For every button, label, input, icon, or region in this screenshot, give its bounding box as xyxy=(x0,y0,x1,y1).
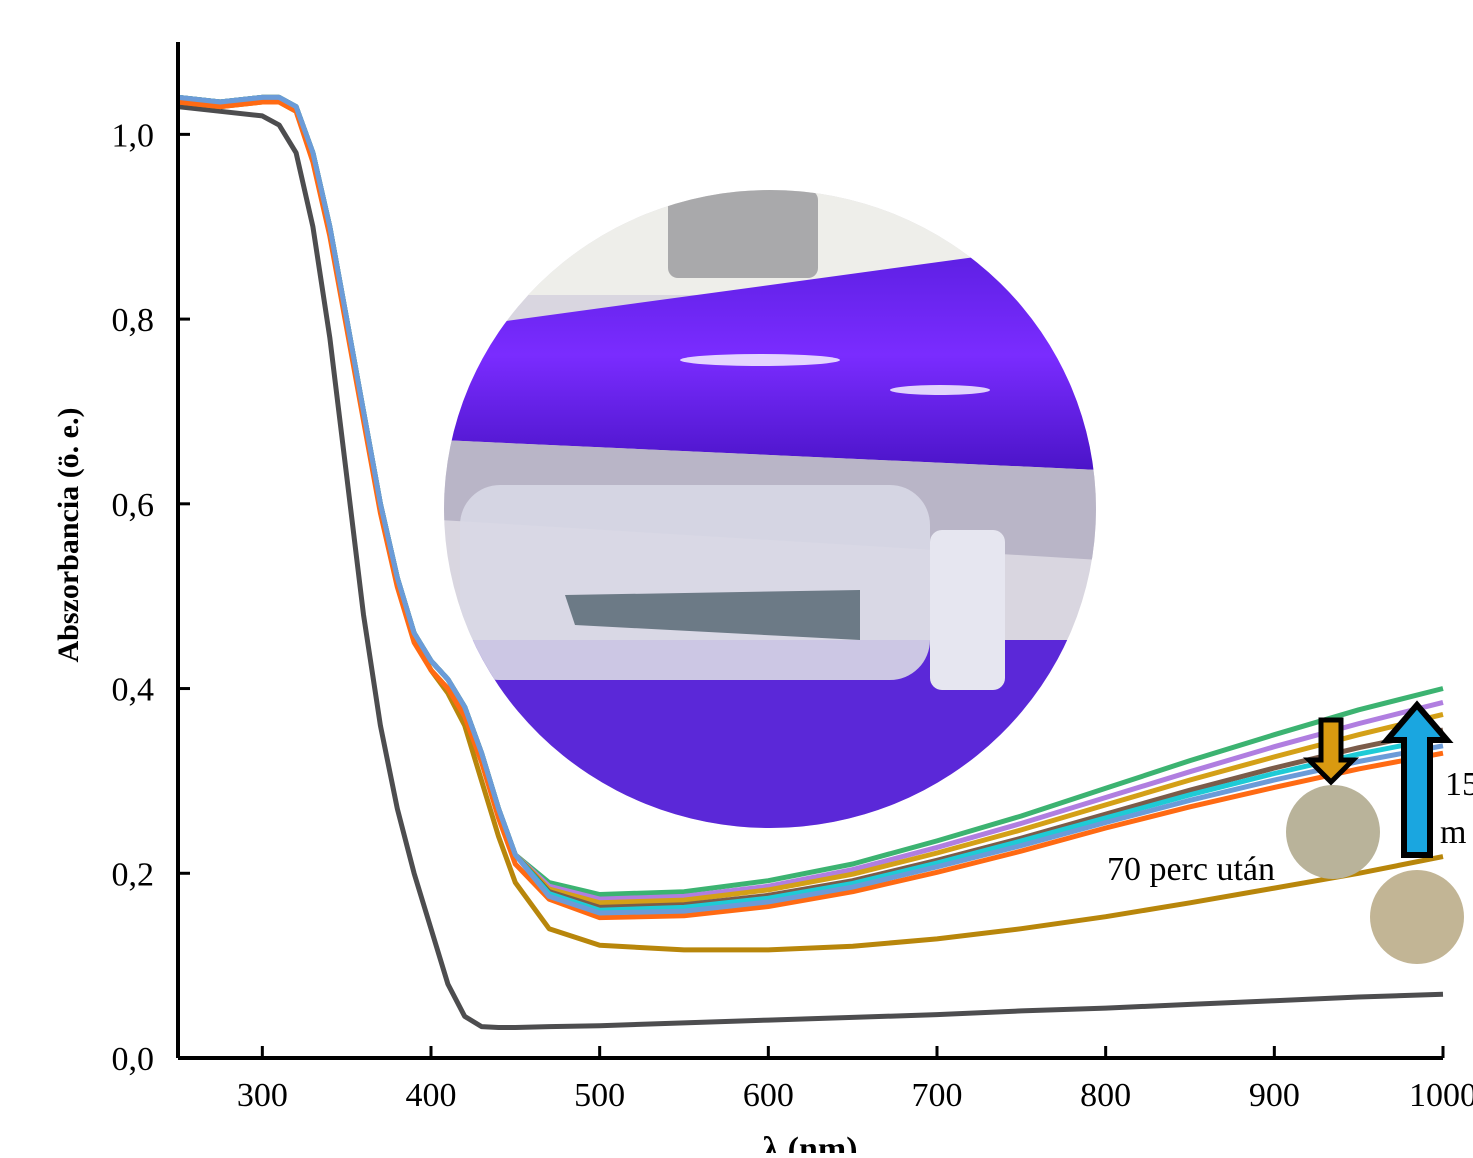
annotation: 15 xyxy=(1445,766,1473,803)
x-tick-label: 400 xyxy=(406,1077,457,1114)
x-tick-label: 300 xyxy=(237,1077,288,1114)
y-tick-label: 0,8 xyxy=(112,302,155,339)
y-tick-label: 1,0 xyxy=(112,117,155,154)
x-tick-label: 800 xyxy=(1080,1077,1131,1114)
sample-photos xyxy=(1286,785,1464,964)
y-tick-label: 0,6 xyxy=(112,487,155,524)
inset-photo xyxy=(444,190,1096,828)
series-line xyxy=(177,104,1444,1030)
y-tick-label: 0,2 xyxy=(112,856,155,893)
x-tick-label: 600 xyxy=(743,1077,794,1114)
x-tick-label: 700 xyxy=(912,1077,963,1114)
y-axis-label: Abszorbancia (ö. e.) xyxy=(52,408,85,663)
x-axis-label: λ (nm) xyxy=(762,1131,857,1153)
y-tick-label: 0,0 xyxy=(112,1041,155,1078)
annotation: 70 perc után xyxy=(1107,851,1275,888)
y-tick-label: 0,4 xyxy=(112,672,155,709)
plot-area xyxy=(177,94,1444,1030)
series-line xyxy=(177,94,1444,916)
x-tick-label: 900 xyxy=(1249,1077,1300,1114)
annotation: m xyxy=(1440,814,1466,851)
x-tick-label: 500 xyxy=(574,1077,625,1114)
arrows xyxy=(1302,700,1454,858)
x-tick-label: 1000 xyxy=(1409,1077,1473,1114)
series-line xyxy=(177,99,1444,921)
